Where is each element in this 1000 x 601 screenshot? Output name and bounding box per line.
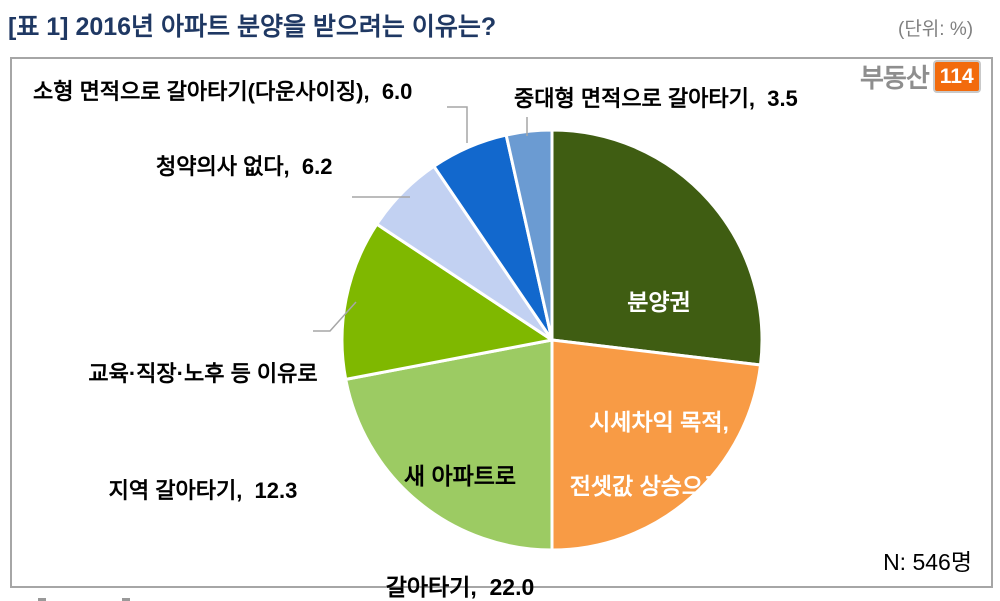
callout-region-move-line1: 교육·직장·노후 등 이유로 [88,361,318,386]
callout-region-move: 교육·직장·노후 등 이유로 지역 갈아타기, 12.3 [38,276,368,588]
pie-slice-0 [550,128,764,367]
slice-label-new-apartment: 새 아파트로 갈아타기, 22.0 [352,384,568,601]
callout-mid-large-area: 중대형 면적으로 갈아타기, 3.5 [514,86,798,111]
brand-logo-text: 부동산 [860,63,930,93]
slice-label-resale-gain: 분양권 시세차익 목적, 26.9 [553,202,765,601]
slice-label-resale-gain-line2: 시세차익 목적, [589,409,729,435]
slice-label-resale-gain-value: 26.9 [636,529,682,555]
callout-small-area-downsizing: 소형 면적으로 갈아타기(다운사이징), 6.0 [33,79,413,104]
pie-slice-1 [550,338,763,552]
leader-line-small-area [447,106,468,143]
unit-note: (단위: %) [898,19,974,40]
slice-label-new-apartment-line2: 갈아타기, 22.0 [385,574,535,600]
brand-logo-badge: 114 [932,60,981,93]
slice-label-jeonse-rise-line2: 내집마련, 23.1 [572,587,722,601]
page-title: [표 1] 2016년 아파트 분양을 받으려는 이유는? [8,13,497,41]
sample-size-note: N: 546명 [883,549,972,575]
slice-label-jeonse-rise: 전셋값 상승으로 내집마련, 23.1 [538,391,756,601]
pie-slice-3 [340,222,554,381]
slice-label-new-apartment-line1: 새 아파트로 [403,463,517,489]
slice-label-resale-gain-line1: 분양권 [627,289,691,315]
callout-region-move-line2: 지역 갈아타기, 12.3 [108,478,298,503]
brand-logo: 부동산 114 [860,58,981,95]
leader-line-region-move [313,301,357,332]
callout-no-subscription-intent: 청약의사 없다, 6.2 [156,154,333,179]
cropped-text-fragment [38,598,46,601]
pie-slice-2 [344,338,554,552]
pie-slice-6 [504,128,554,342]
cropped-text-fragment [122,598,130,601]
slice-label-jeonse-rise-line1: 전셋값 상승으로 [569,473,725,499]
